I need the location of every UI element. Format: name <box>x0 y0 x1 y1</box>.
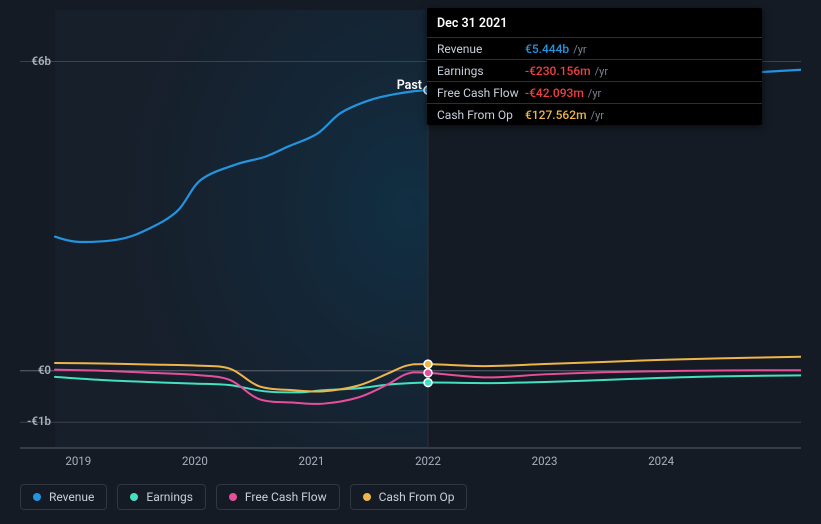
legend-swatch <box>229 493 237 501</box>
legend-swatch <box>33 493 41 501</box>
legend-item[interactable]: Revenue <box>20 484 107 510</box>
tooltip-row-unit: /yr <box>591 109 604 122</box>
tooltip-row-label: Earnings <box>437 64 525 78</box>
tooltip-row-unit: /yr <box>595 65 608 78</box>
tooltip-row-label: Free Cash Flow <box>437 86 525 100</box>
tooltip-row-label: Cash From Op <box>437 108 525 122</box>
legend-label: Earnings <box>146 490 193 504</box>
past-label: Past <box>397 78 422 93</box>
tooltip-row-value: €127.562m <box>525 108 587 122</box>
tooltip-row-value: €5.444b <box>525 42 569 56</box>
tooltip-row-value: -€230.156m <box>525 64 591 78</box>
legend-item[interactable]: Earnings <box>117 484 206 510</box>
legend-label: Cash From Op <box>379 490 455 504</box>
legend-label: Free Cash Flow <box>245 490 327 504</box>
tooltip-row: Earnings-€230.156m/yr <box>427 59 762 81</box>
chart-legend: Revenue Earnings Free Cash Flow Cash From O… <box>20 484 467 510</box>
tooltip-date: Dec 31 2021 <box>427 8 762 37</box>
tooltip-row-label: Revenue <box>437 42 525 56</box>
legend-swatch <box>363 493 371 501</box>
hover-tooltip: Dec 31 2021 Revenue€5.444b/yrEarnings-€2… <box>427 8 762 125</box>
tooltip-row: Cash From Op€127.562m/yr <box>427 103 762 125</box>
tooltip-row-unit: /yr <box>588 87 601 100</box>
legend-label: Revenue <box>49 490 94 504</box>
legend-item[interactable]: Free Cash Flow <box>216 484 340 510</box>
tooltip-row-value: -€42.093m <box>525 86 584 100</box>
legend-item[interactable]: Cash From Op <box>350 484 468 510</box>
tooltip-row-unit: /yr <box>573 43 586 56</box>
tooltip-row: Revenue€5.444b/yr <box>427 37 762 59</box>
tooltip-row: Free Cash Flow-€42.093m/yr <box>427 81 762 103</box>
legend-swatch <box>130 493 138 501</box>
